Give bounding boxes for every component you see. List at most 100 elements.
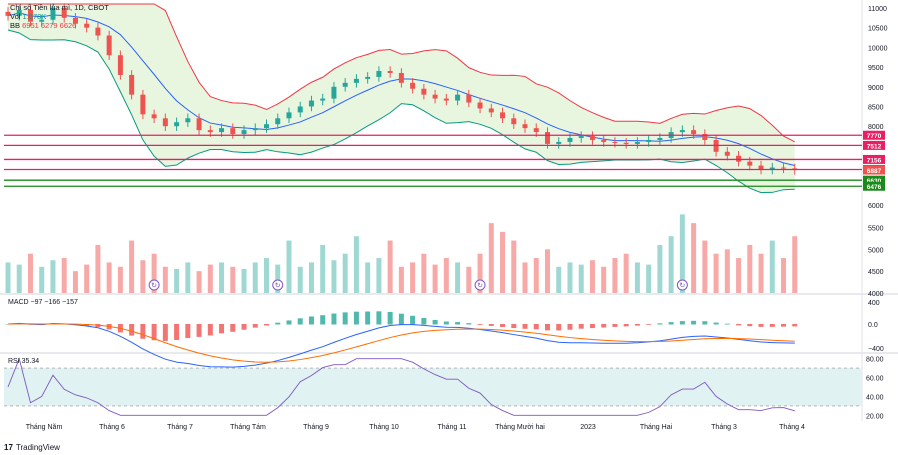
volume-bar bbox=[50, 260, 56, 293]
volume-bar bbox=[488, 223, 494, 293]
volume-bar bbox=[466, 266, 472, 293]
rsi-line bbox=[7, 357, 795, 416]
macd-histogram-bar bbox=[320, 315, 326, 325]
volume-bar bbox=[219, 262, 225, 293]
candle-body bbox=[72, 17, 78, 24]
candle-body bbox=[556, 141, 562, 144]
candle-body bbox=[769, 167, 775, 170]
candle-body bbox=[747, 161, 753, 166]
candle-body bbox=[601, 139, 607, 142]
x-axis-tick: Tháng 10 bbox=[369, 424, 399, 431]
volume-bar bbox=[668, 236, 674, 293]
candle-body bbox=[151, 114, 157, 119]
x-axis-tick: Tháng Tám bbox=[230, 424, 266, 431]
volume-legend: Vol 1.678K bbox=[10, 12, 47, 21]
volume-bar bbox=[736, 258, 742, 293]
volume-bar bbox=[207, 264, 213, 293]
candle-body bbox=[488, 108, 494, 113]
volume-bar bbox=[533, 258, 539, 293]
volume-bar bbox=[117, 266, 123, 293]
volume-bar bbox=[724, 249, 730, 293]
candle-body bbox=[331, 86, 337, 99]
candle-body bbox=[219, 128, 225, 133]
candle-body bbox=[230, 128, 236, 135]
candle-body bbox=[455, 94, 461, 101]
candle-body bbox=[320, 98, 326, 101]
volume-bar bbox=[39, 266, 45, 293]
macd-histogram-bar bbox=[241, 324, 247, 330]
macd-histogram-bar bbox=[252, 324, 258, 328]
macd-histogram-bar bbox=[455, 322, 461, 325]
rsi-band bbox=[4, 368, 862, 406]
candle-body bbox=[679, 130, 685, 133]
volume-bar bbox=[342, 253, 348, 293]
volume-bar bbox=[522, 262, 528, 293]
candle-body bbox=[39, 19, 45, 22]
macd-histogram-bar bbox=[713, 322, 719, 325]
candle-body bbox=[162, 118, 168, 127]
macd-histogram-bar bbox=[5, 324, 11, 325]
candle-body bbox=[106, 35, 112, 56]
candle-body bbox=[691, 130, 697, 135]
volume-bar bbox=[443, 258, 449, 293]
volume-bar bbox=[769, 240, 775, 293]
candle-body bbox=[353, 78, 359, 83]
candle-body bbox=[286, 112, 292, 119]
macd-histogram-bar bbox=[275, 322, 281, 325]
candle-body bbox=[702, 134, 708, 140]
macd-histogram-bar bbox=[151, 324, 157, 341]
price-level-tag bbox=[863, 175, 885, 185]
macd-histogram-bar bbox=[230, 324, 236, 332]
candle-body bbox=[432, 94, 438, 99]
candle-body bbox=[634, 141, 640, 144]
volume-bar bbox=[140, 260, 146, 293]
bb-legend: BB 6951 6279 6626 bbox=[10, 21, 77, 30]
macd-histogram-bar bbox=[544, 324, 550, 331]
macd-histogram-bar bbox=[185, 324, 191, 338]
candle-body bbox=[578, 136, 584, 138]
volume-bar bbox=[252, 262, 258, 293]
price-level-tag bbox=[863, 140, 885, 150]
macd-histogram-bar bbox=[556, 324, 562, 331]
macd-histogram-bar bbox=[623, 324, 629, 327]
volume-bar bbox=[106, 262, 112, 293]
candle-body bbox=[398, 72, 404, 83]
macd-histogram-bar bbox=[657, 323, 663, 325]
macd-histogram-bar bbox=[612, 324, 618, 327]
price-axis-tick: 8500 bbox=[868, 104, 884, 111]
candle-body bbox=[84, 23, 90, 28]
candle-body bbox=[95, 27, 101, 36]
macd-axis-tick: 0.0 bbox=[868, 322, 878, 329]
candle-body bbox=[16, 9, 22, 16]
x-axis-tick: Tháng Hai bbox=[640, 424, 673, 431]
macd-histogram-bar bbox=[443, 321, 449, 325]
price-level-tag bbox=[863, 154, 885, 164]
candle-body bbox=[589, 136, 595, 140]
macd-histogram-bar bbox=[308, 316, 314, 325]
volume-bar bbox=[185, 262, 191, 293]
macd-histogram-bar bbox=[129, 324, 135, 336]
price-level-label: 7512 bbox=[867, 143, 882, 150]
volume-bar bbox=[556, 266, 562, 293]
macd-histogram-bar bbox=[342, 312, 348, 325]
candle-body bbox=[241, 130, 247, 135]
candle-body bbox=[533, 128, 539, 133]
volume-bar bbox=[612, 258, 618, 293]
volume-bar bbox=[196, 271, 202, 293]
volume-bar bbox=[387, 240, 393, 293]
rsi-axis-tick: 20.00 bbox=[866, 413, 884, 420]
candle-body bbox=[185, 118, 191, 123]
brand-name: TradingView bbox=[15, 443, 60, 452]
candle-body bbox=[207, 130, 213, 133]
bollinger-fill bbox=[8, 4, 795, 193]
volume-bar bbox=[646, 264, 652, 293]
volume-bar bbox=[477, 253, 483, 293]
tradingview-logo-icon: 17 bbox=[4, 443, 13, 452]
macd-histogram-bar bbox=[196, 324, 202, 337]
candle-body bbox=[500, 112, 506, 119]
candle-body bbox=[196, 118, 202, 131]
price-level-label: 7770 bbox=[867, 133, 882, 140]
price-level-tag bbox=[863, 165, 885, 175]
volume-bar bbox=[84, 264, 90, 293]
